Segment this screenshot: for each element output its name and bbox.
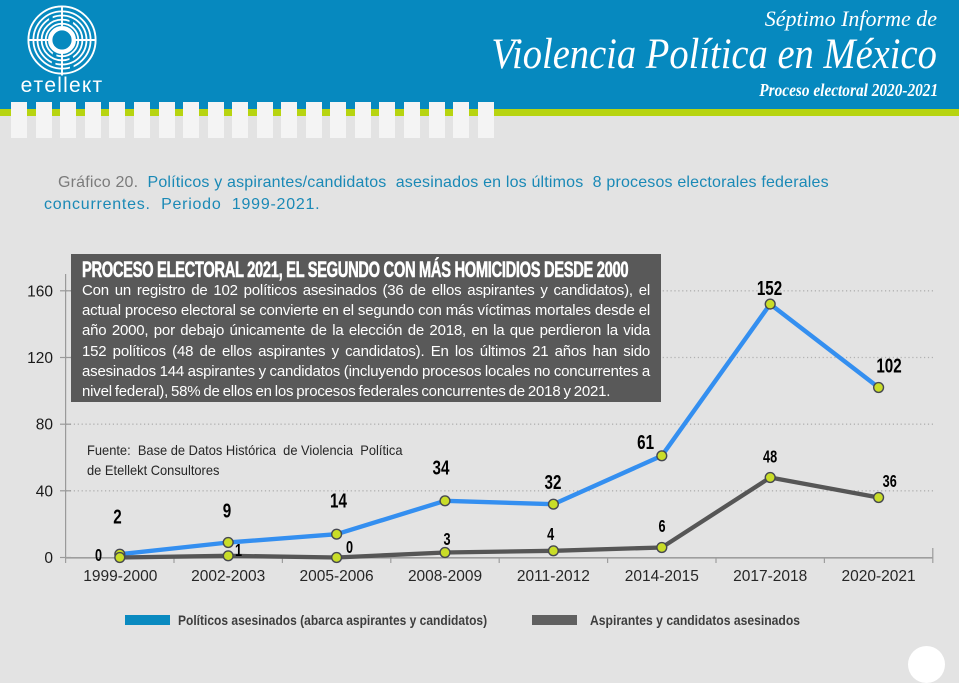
svg-text:34: 34 xyxy=(433,456,450,479)
svg-text:40: 40 xyxy=(36,483,54,500)
svg-text:3: 3 xyxy=(443,530,450,550)
svg-text:61: 61 xyxy=(637,431,654,454)
svg-text:9: 9 xyxy=(223,499,232,522)
svg-text:120: 120 xyxy=(27,350,53,367)
svg-text:2005-2006: 2005-2006 xyxy=(300,568,374,585)
svg-text:2008-2009: 2008-2009 xyxy=(408,568,482,585)
svg-text:0: 0 xyxy=(95,546,102,566)
svg-text:160: 160 xyxy=(27,283,53,300)
svg-text:2020-2021: 2020-2021 xyxy=(842,568,916,585)
svg-text:102: 102 xyxy=(876,354,901,377)
svg-text:36: 36 xyxy=(883,472,897,492)
svg-text:14: 14 xyxy=(330,489,347,512)
svg-text:152: 152 xyxy=(757,277,782,300)
svg-text:80: 80 xyxy=(36,417,54,434)
svg-text:2011-2012: 2011-2012 xyxy=(517,568,590,585)
svg-text:2014-2015: 2014-2015 xyxy=(625,568,699,585)
svg-text:4: 4 xyxy=(547,525,554,545)
svg-text:48: 48 xyxy=(763,448,777,468)
svg-text:2002-2003: 2002-2003 xyxy=(191,568,265,585)
svg-text:0: 0 xyxy=(346,538,353,558)
svg-text:eтelleкт: eтelleкт xyxy=(21,74,104,97)
svg-text:1999-2000: 1999-2000 xyxy=(83,568,158,585)
svg-text:0: 0 xyxy=(44,550,53,567)
svg-text:6: 6 xyxy=(658,517,665,537)
svg-text:2017-2018: 2017-2018 xyxy=(733,568,807,585)
svg-text:1: 1 xyxy=(235,541,242,561)
svg-text:2: 2 xyxy=(113,505,122,528)
svg-text:32: 32 xyxy=(545,471,562,494)
